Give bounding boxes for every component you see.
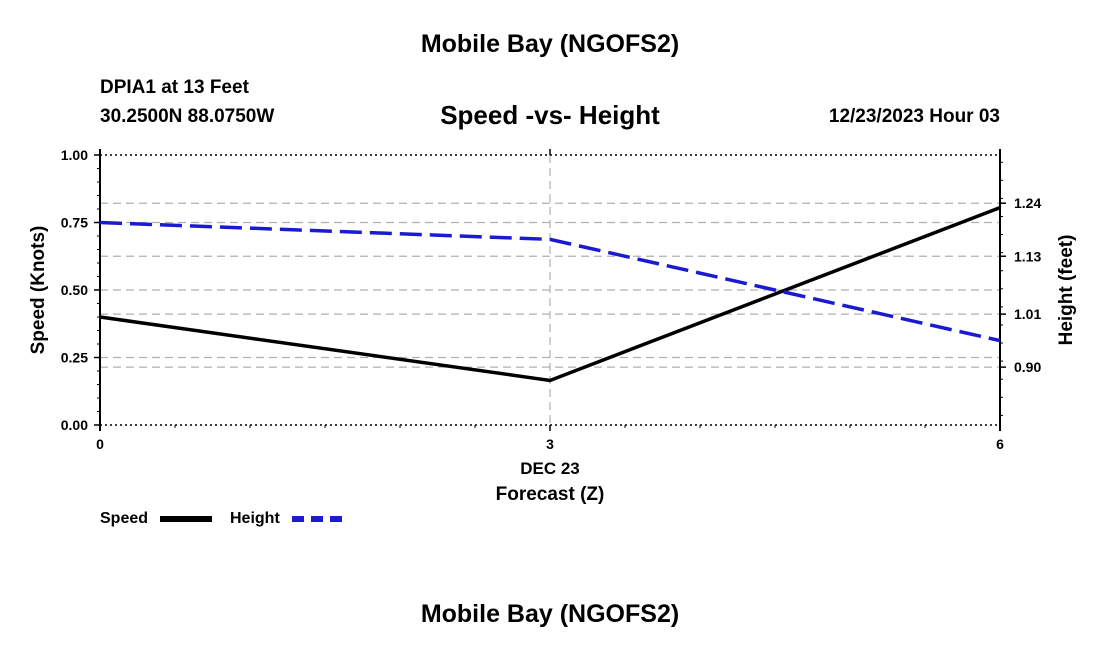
y2-tick-label: 1.01 [1014, 306, 1041, 322]
legend-speed-label: Speed [100, 510, 149, 527]
y-tick-label: 0.25 [61, 350, 88, 366]
legend-height-swatch [292, 516, 342, 522]
footer-title: Mobile Bay (NGOFS2) [420, 600, 680, 628]
y2-axis-label: Height (feet) [1056, 235, 1077, 346]
y-axis-label: Speed (Knots) [28, 226, 49, 355]
legend-height-label: Height [230, 510, 280, 527]
forecast-datetime: 12/23/2023 Hour 03 [828, 106, 1000, 127]
y2-tick-label: 1.24 [1014, 195, 1041, 211]
station-label: DPIA1 at 13 Feet [100, 77, 249, 98]
y-tick-label: 0.75 [61, 215, 88, 231]
station-coordinates: 30.2500N 88.0750W [100, 106, 275, 127]
y-tick-label: 1.00 [61, 147, 88, 163]
main-title: Mobile Bay (NGOFS2) [420, 30, 680, 58]
y2-tick-label: 1.13 [1014, 248, 1041, 264]
y-tick-label: 0.00 [61, 417, 88, 433]
height-series-line [99, 220, 1001, 343]
chart-title: Speed -vs- Height [440, 100, 660, 130]
legend-speed-swatch [160, 516, 212, 522]
x-axis-label: Forecast (Z) [496, 484, 605, 505]
x-tick-label: 3 [546, 436, 554, 452]
speed-series-line [99, 206, 1001, 383]
x-tick-label: 6 [996, 436, 1004, 452]
y-tick-label: 0.50 [61, 282, 88, 298]
x-tick-label: 0 [96, 436, 104, 452]
y2-tick-label: 0.90 [1014, 359, 1041, 375]
x-sublabel: DEC 23 [520, 459, 580, 478]
